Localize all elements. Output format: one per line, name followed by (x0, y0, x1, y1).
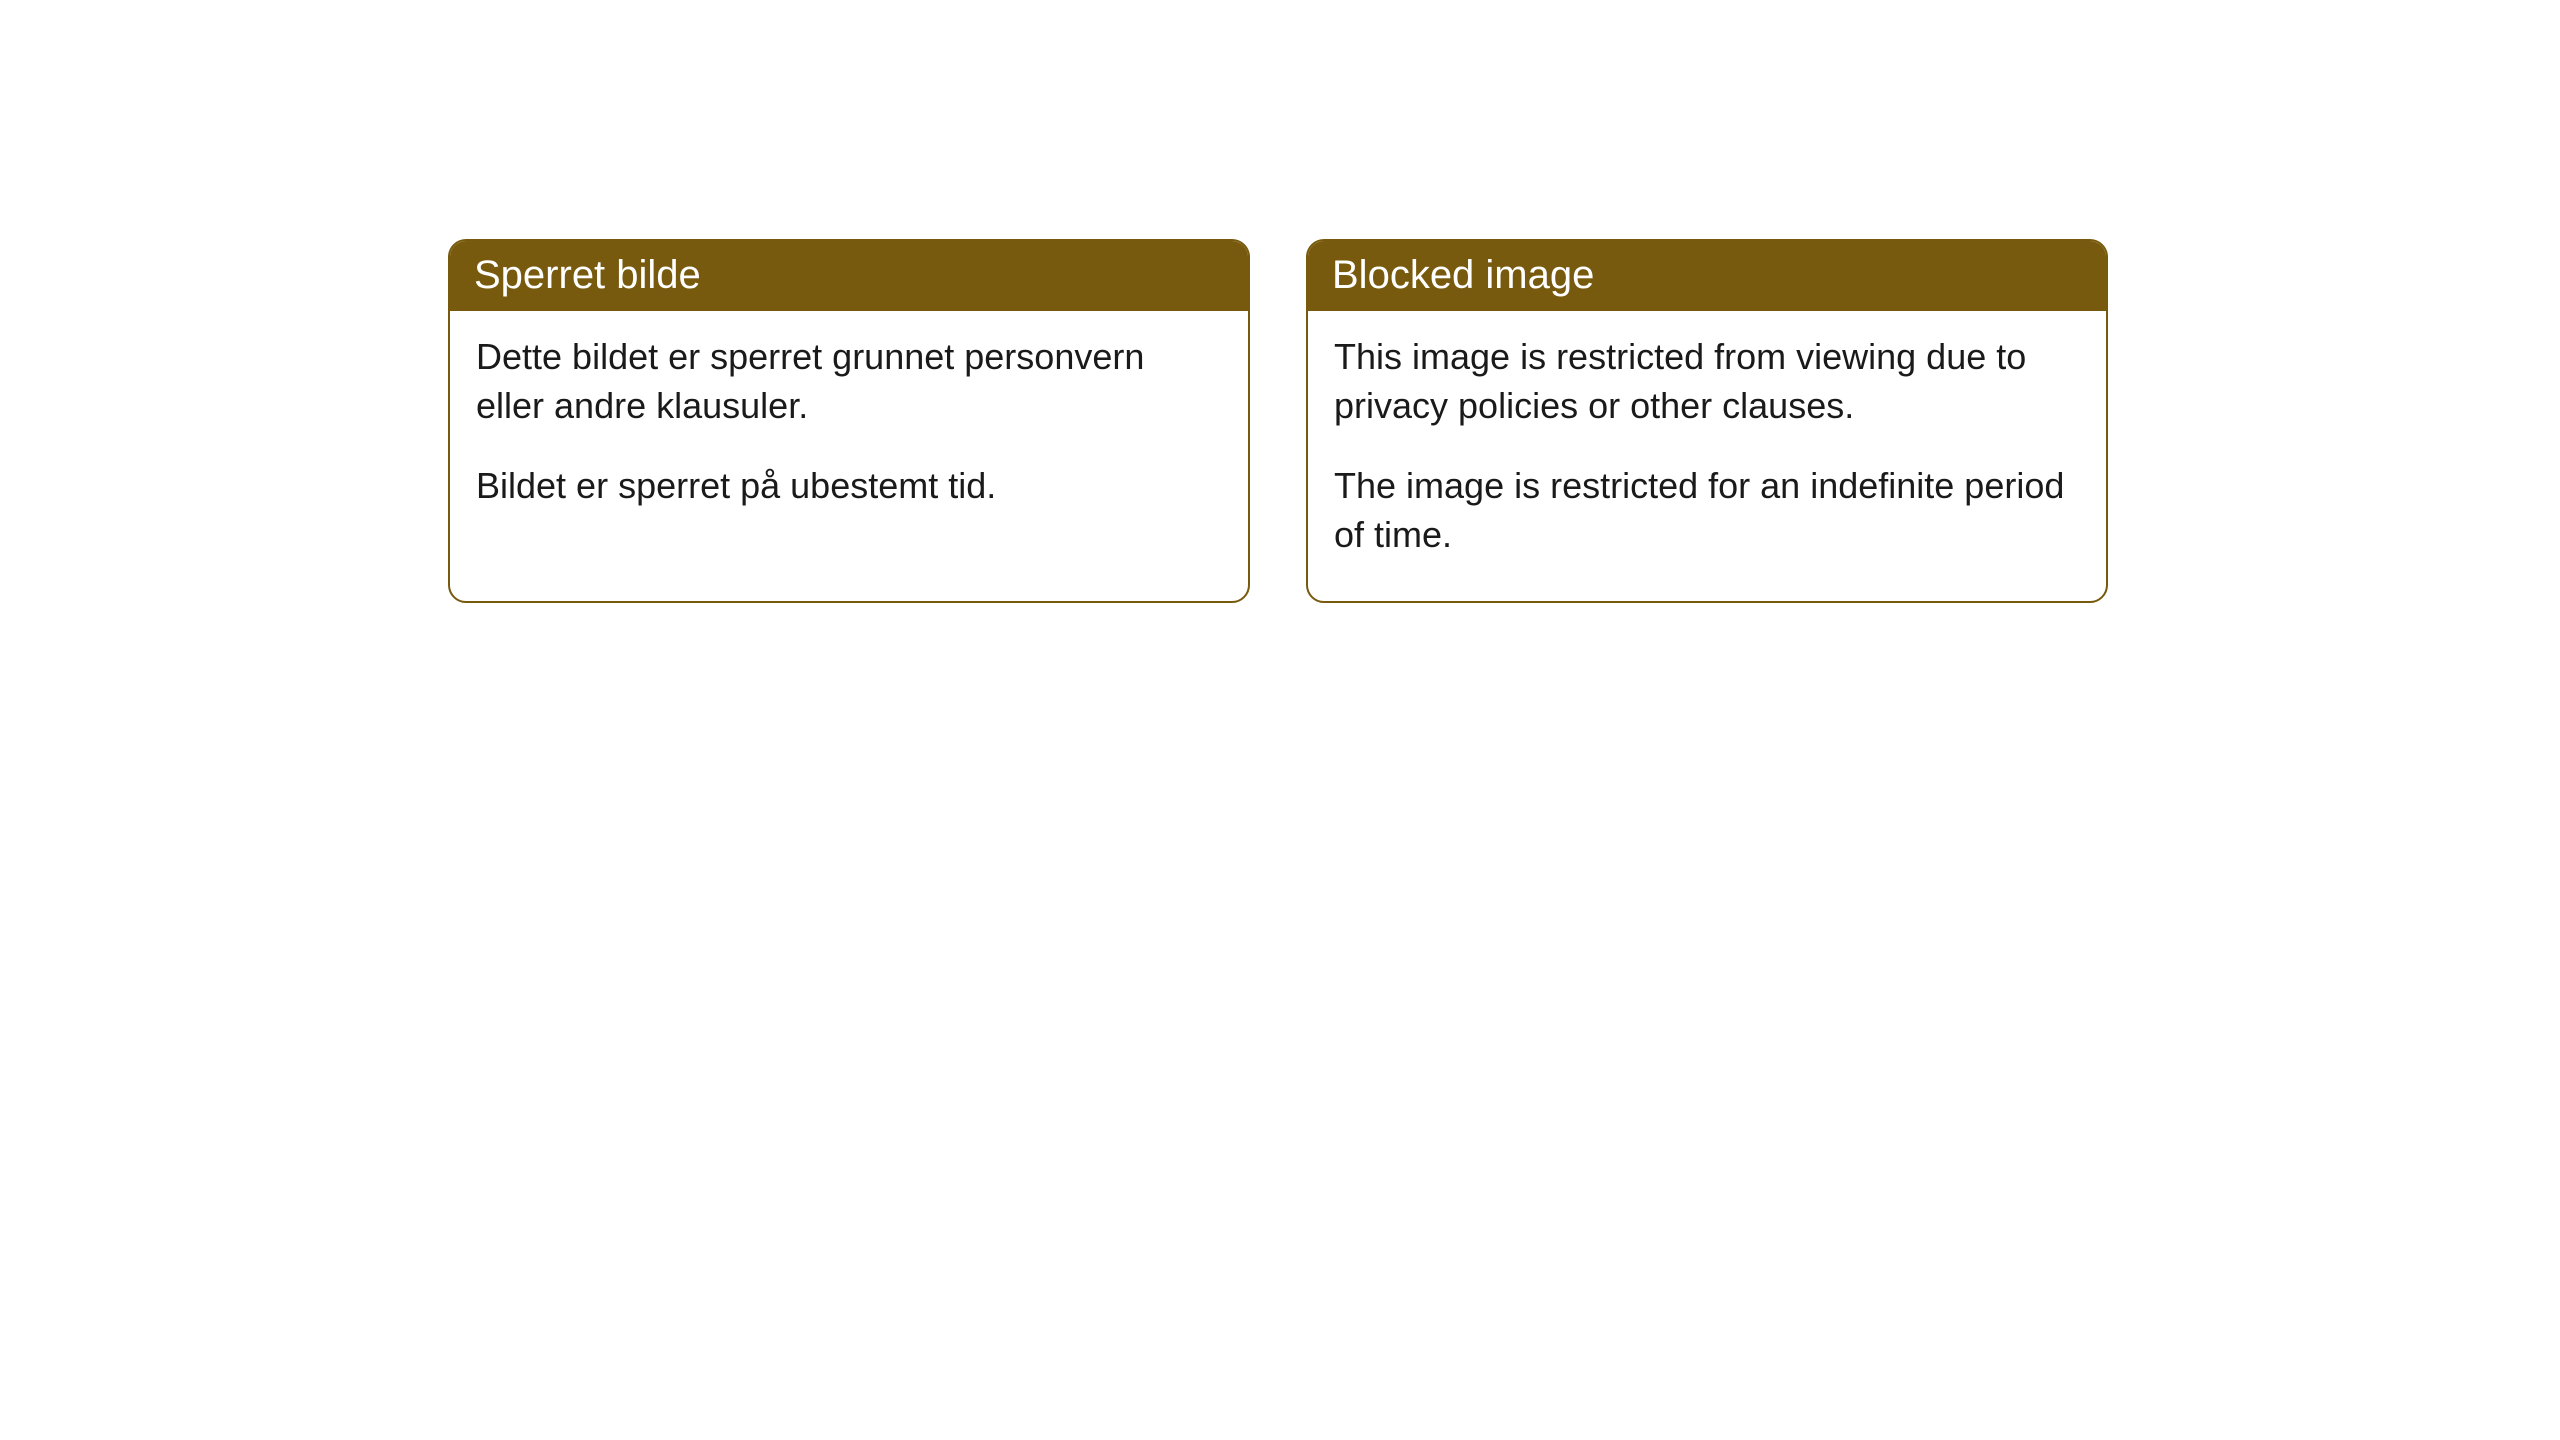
panel-text-2: The image is restricted for an indefinit… (1334, 462, 2080, 559)
panel-body: This image is restricted from viewing du… (1308, 311, 2106, 601)
panel-text-1: Dette bildet er sperret grunnet personve… (476, 333, 1222, 430)
panel-body: Dette bildet er sperret grunnet personve… (450, 311, 1248, 553)
panel-header: Blocked image (1308, 241, 2106, 311)
panel-text-1: This image is restricted from viewing du… (1334, 333, 2080, 430)
blocked-image-panel-no: Sperret bilde Dette bildet er sperret gr… (448, 239, 1250, 603)
panel-header: Sperret bilde (450, 241, 1248, 311)
blocked-image-panel-en: Blocked image This image is restricted f… (1306, 239, 2108, 603)
panel-text-2: Bildet er sperret på ubestemt tid. (476, 462, 1222, 511)
panels-container: Sperret bilde Dette bildet er sperret gr… (0, 0, 2560, 603)
